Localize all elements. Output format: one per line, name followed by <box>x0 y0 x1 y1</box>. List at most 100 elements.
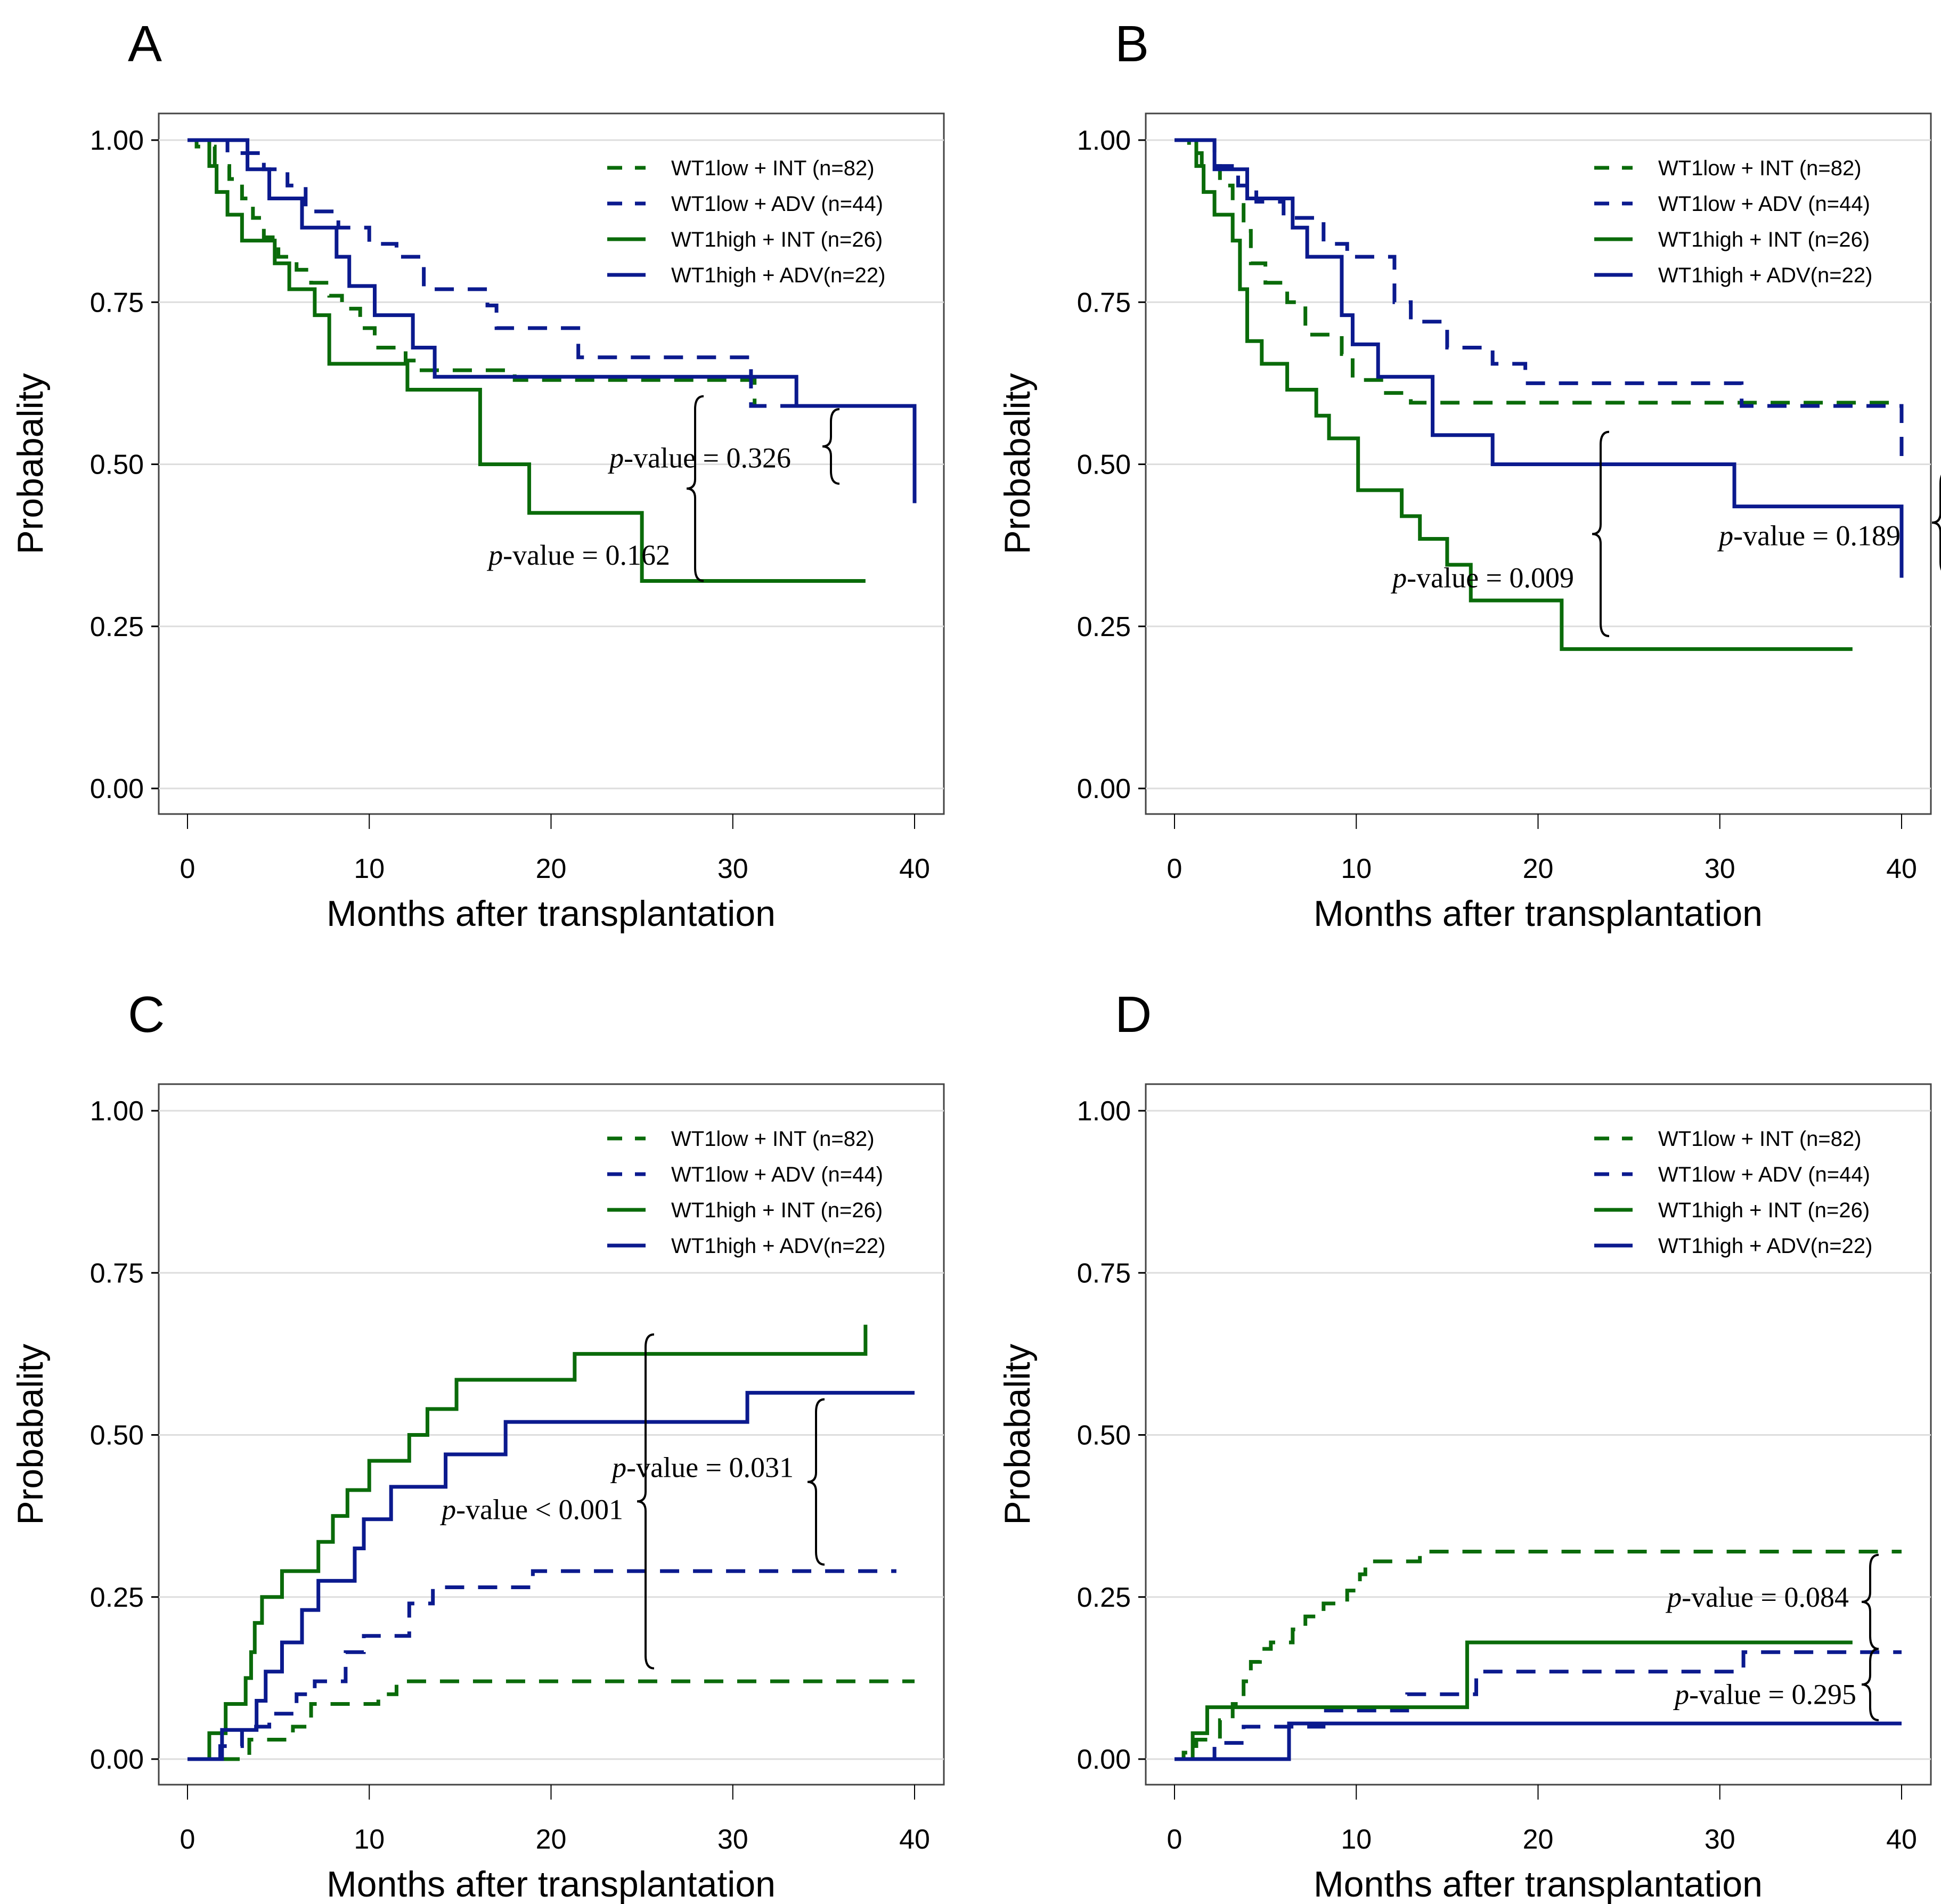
series-line-4 <box>187 138 917 503</box>
p-italic: p <box>1717 519 1733 551</box>
y-tick-label: 0.25 <box>90 1582 144 1613</box>
legend-label: WT1high + INT (n=26) <box>671 228 883 251</box>
legend-label: WT1low + ADV (n=44) <box>1658 192 1870 216</box>
p-value-label: p-value = 0.031 <box>610 1451 794 1483</box>
y-tick-label: 1.00 <box>1077 1096 1131 1127</box>
brace <box>686 395 704 582</box>
series-line-3 <box>187 1324 868 1761</box>
legend-label: WT1low + ADV (n=44) <box>1658 1163 1870 1186</box>
x-tick-label: 40 <box>899 1824 930 1855</box>
y-tick-label: 0.00 <box>1077 1744 1131 1775</box>
panel-letter: D <box>1115 986 1152 1043</box>
x-tick-label: 40 <box>1886 1824 1917 1855</box>
legend: WT1low + INT (n=82) WT1low + ADV (n=44) WT… <box>1594 157 1872 287</box>
x-tick-label: 30 <box>1705 853 1735 884</box>
p-value-text: -value = 0.031 <box>626 1451 794 1483</box>
x-tick-label: 40 <box>1886 853 1917 884</box>
x-tick-label: 10 <box>354 1824 385 1855</box>
x-tick-label: 30 <box>717 853 748 884</box>
brace <box>1592 430 1610 638</box>
p-value-label: p-value = 0.162 <box>486 539 670 571</box>
y-tick-label: 0.50 <box>90 1420 144 1451</box>
series-line-2 <box>1175 1650 1902 1761</box>
x-tick-label: 20 <box>1523 1824 1554 1855</box>
legend-label: WT1low + INT (n=82) <box>671 157 875 180</box>
x-axis-title: Months after transplantation <box>327 1864 776 1904</box>
series-line-3 <box>187 138 866 583</box>
legend-label: WT1high + ADV(n=22) <box>671 264 885 287</box>
p-value-text: -value = 0.295 <box>1689 1678 1856 1710</box>
panel-letter: A <box>128 15 162 72</box>
series-line-4 <box>1175 1721 1902 1761</box>
x-tick-label: 0 <box>180 853 195 884</box>
y-tick-label: 0.25 <box>1077 612 1131 642</box>
legend-label: WT1high + ADV(n=22) <box>671 1234 885 1258</box>
p-italic: p <box>1665 1581 1682 1613</box>
y-tick-label: 0.00 <box>90 774 144 804</box>
panel-letter: B <box>1115 15 1149 72</box>
p-italic: p <box>486 539 503 571</box>
series-line-2 <box>1175 138 1904 461</box>
x-axis-title: Months after transplantation <box>327 893 776 934</box>
y-axis-title: Probabality <box>10 373 51 554</box>
brace <box>822 408 840 485</box>
brace <box>1861 1648 1879 1721</box>
legend-label: WT1high + INT (n=26) <box>1658 1199 1870 1222</box>
y-tick-label: 1.00 <box>90 125 144 156</box>
series-line-1 <box>1175 138 1902 405</box>
series-line-1 <box>187 1679 915 1761</box>
x-tick-label: 0 <box>1167 853 1182 884</box>
x-tick-label: 20 <box>536 853 567 884</box>
y-tick-label: 0.75 <box>1077 1258 1131 1289</box>
series-line-4 <box>187 1390 915 1761</box>
panel-letter: C <box>128 986 165 1043</box>
x-axis-title: Months after transplantation <box>1314 893 1763 934</box>
y-tick-label: 1.00 <box>1077 125 1131 156</box>
x-tick-label: 40 <box>899 853 930 884</box>
x-tick-label: 10 <box>1341 853 1372 884</box>
chart-panel-b: B 0.00 0.25 0.50 0.75 1.00 0 10 20 30 40 Months aft… <box>997 15 1941 934</box>
chart-panel-a: A 0.00 0.25 0.50 0.75 1.00 0 10 20 30 40 Months aft… <box>10 15 945 934</box>
series-line-4 <box>1175 138 1904 578</box>
y-tick-label: 0.50 <box>1077 1420 1131 1451</box>
y-tick-label: 0.75 <box>90 1258 144 1289</box>
y-axis-title: Probabality <box>997 1344 1038 1525</box>
p-italic: p <box>439 1493 456 1525</box>
x-tick-label: 30 <box>1705 1824 1735 1855</box>
p-value-label: p-value < 0.001 <box>439 1493 623 1525</box>
y-tick-label: 0.00 <box>90 1744 144 1775</box>
brace <box>1861 1553 1879 1650</box>
y-tick-label: 0.50 <box>1077 450 1131 481</box>
p-value-label: p-value = 0.189 <box>1717 519 1901 551</box>
legend-label: WT1high + INT (n=26) <box>671 1199 883 1222</box>
y-tick-label: 0.25 <box>90 612 144 642</box>
p-italic: p <box>607 442 624 474</box>
x-tick-label: 10 <box>354 853 385 884</box>
p-value-text: -value = 0.009 <box>1407 562 1574 593</box>
p-italic: p <box>1390 562 1407 593</box>
p-value-text: -value = 0.162 <box>503 539 670 571</box>
y-axis-title: Probabality <box>997 373 1038 554</box>
y-tick-label: 0.75 <box>90 287 144 318</box>
series-line-1 <box>1175 1550 1902 1761</box>
p-value-text: -value < 0.001 <box>456 1493 623 1525</box>
p-value-text: -value = 0.326 <box>624 442 791 474</box>
series-line-1 <box>187 138 915 408</box>
brace <box>637 1333 655 1670</box>
legend-label: WT1low + INT (n=82) <box>1658 1127 1862 1151</box>
x-tick-label: 0 <box>180 1824 195 1855</box>
brace <box>1931 475 1941 571</box>
p-value-label: p-value = 0.084 <box>1665 1581 1849 1613</box>
x-tick-label: 0 <box>1167 1824 1182 1855</box>
legend-label: WT1high + ADV(n=22) <box>1658 264 1872 287</box>
p-italic: p <box>1673 1678 1689 1710</box>
legend-label: WT1high + INT (n=26) <box>1658 228 1870 251</box>
legend-label: WT1low + ADV (n=44) <box>671 1163 883 1186</box>
chart-panel-d: D 0.00 0.25 0.50 0.75 1.00 0 10 20 30 40 Months aft… <box>997 986 1932 1904</box>
x-tick-label: 20 <box>536 1824 567 1855</box>
legend-label: WT1low + ADV (n=44) <box>671 192 883 216</box>
p-value-text: -value = 0.084 <box>1682 1581 1849 1613</box>
brace <box>807 1398 825 1566</box>
p-value-text: -value = 0.189 <box>1733 519 1901 551</box>
